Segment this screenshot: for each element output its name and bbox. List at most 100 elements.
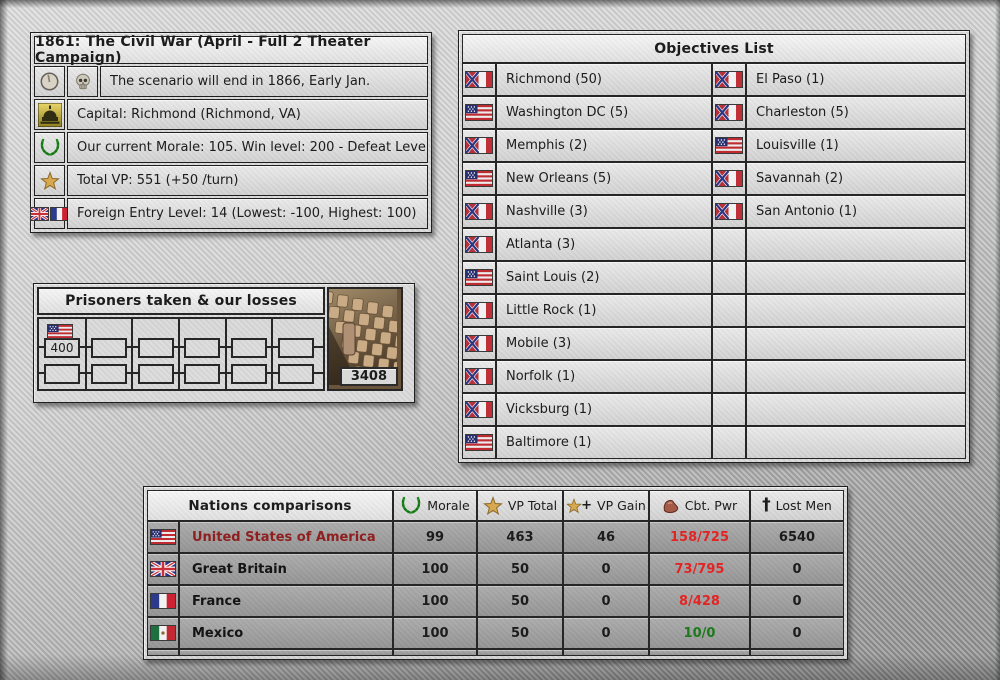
objective-label: Mobile (3)	[506, 336, 572, 351]
table-filler	[148, 650, 178, 655]
nation-vp-total-value: 50	[478, 586, 562, 616]
scenario-rows: The scenario will end in 1866, Early Jan…	[30, 66, 428, 229]
scenario-icon-cell	[34, 165, 65, 196]
table-filler	[751, 650, 843, 655]
objective-item[interactable]: Atlanta (3)	[497, 229, 711, 260]
scenario-row: Foreign Entry Level: 14 (Lowest: -100, H…	[30, 198, 428, 229]
empty-slot-box	[138, 338, 174, 358]
usa-flag-icon	[465, 269, 493, 286]
france-flag-icon	[150, 593, 176, 609]
objective-label: Louisville (1)	[756, 138, 839, 153]
nation-combat-power-value: 73/795	[650, 554, 749, 584]
objective-flag-cell	[713, 229, 745, 260]
nation-lost-men-value: 0	[751, 586, 843, 616]
table-filler	[478, 650, 562, 655]
objective-flag-cell	[463, 163, 495, 194]
star-icon	[482, 495, 503, 516]
objective-item[interactable]: Nashville (3)	[497, 196, 711, 227]
objective-flag-cell	[463, 130, 495, 161]
objective-item	[747, 394, 965, 425]
star-plus-icon: +	[566, 497, 592, 514]
objective-item[interactable]: Savannah (2)	[747, 163, 965, 194]
objective-item[interactable]: Saint Louis (2)	[497, 262, 711, 293]
nations-title: Nations comparisons	[148, 491, 392, 520]
objective-flag-cell	[713, 361, 745, 392]
nation-vp-gain-value: 0	[564, 618, 648, 648]
uk-flag-icon	[30, 206, 49, 221]
objective-item[interactable]: Little Rock (1)	[497, 295, 711, 326]
csa-flag-icon	[465, 302, 493, 319]
nation-name: France	[180, 586, 392, 616]
objective-label: Norfolk (1)	[506, 369, 576, 384]
scenario-panel: 1861: The Civil War (April - Full 2 Thea…	[30, 32, 432, 233]
skull-icon	[73, 72, 93, 92]
column-divider	[178, 319, 180, 389]
objective-flag-cell	[463, 394, 495, 425]
scenario-title: 1861: The Civil War (April - Full 2 Thea…	[34, 34, 428, 66]
objective-label: Baltimore (1)	[506, 435, 592, 450]
objective-label: Nashville (3)	[506, 204, 588, 219]
empty-slot-box	[91, 364, 127, 384]
prisoners-nation-flag	[47, 323, 73, 342]
objective-item[interactable]: San Antonio (1)	[747, 196, 965, 227]
prisoners-losses-grid: 400	[37, 317, 325, 391]
objective-item[interactable]: Norfolk (1)	[497, 361, 711, 392]
objective-item[interactable]: New Orleans (5)	[497, 163, 711, 194]
empty-slot-box	[184, 338, 220, 358]
clock-icon	[39, 71, 60, 92]
objective-label: San Antonio (1)	[756, 204, 858, 219]
nation-name-label: Mexico	[192, 625, 244, 641]
usa-flag-icon	[465, 104, 493, 121]
nation-flag-cell	[148, 522, 178, 552]
csa-flag-icon	[465, 71, 493, 88]
objectives-panel: Objectives List Richmond (50) El Paso (1…	[458, 30, 970, 463]
scenario-row-text: Capital: Richmond (Richmond, VA)	[67, 99, 428, 130]
objective-flag-cell	[713, 97, 745, 128]
csa-flag-icon	[465, 401, 493, 418]
empty-slot-box	[138, 364, 174, 384]
objective-item	[747, 229, 965, 260]
objective-item[interactable]: Richmond (50)	[497, 64, 711, 95]
nation-vp-total-value: 50	[478, 618, 562, 648]
csa-flag-icon	[465, 368, 493, 385]
nation-combat-power-value: 8/428	[650, 586, 749, 616]
capitol-icon	[37, 102, 62, 127]
usa-flag-icon	[150, 529, 176, 545]
objective-label: Saint Louis (2)	[506, 270, 600, 285]
csa-flag-icon	[715, 203, 743, 220]
objective-flag-cell	[713, 163, 745, 194]
objective-item[interactable]: Baltimore (1)	[497, 427, 711, 458]
objective-item[interactable]: Louisville (1)	[747, 130, 965, 161]
nation-combat-power-value: 10/0	[650, 618, 749, 648]
objective-item[interactable]: Charleston (5)	[747, 97, 965, 128]
objective-item[interactable]: Memphis (2)	[497, 130, 711, 161]
column-header-lost-men: † Lost Men	[751, 491, 843, 520]
objective-flag-cell	[463, 262, 495, 293]
nation-flag-cell	[148, 586, 178, 616]
column-header-label: Lost Men	[775, 498, 832, 513]
objective-item[interactable]: Washington DC (5)	[497, 97, 711, 128]
nation-name-label: Great Britain	[192, 561, 287, 577]
objective-flag-cell	[463, 427, 495, 458]
empty-slot-box	[91, 338, 127, 358]
scenario-row-label: The scenario will end in 1866, Early Jan…	[110, 74, 371, 89]
objective-item[interactable]: Mobile (3)	[497, 328, 711, 359]
losses-value: 3408	[339, 367, 398, 386]
objective-flag-cell	[713, 328, 745, 359]
objective-flag-cell	[463, 64, 495, 95]
wreath-icon	[400, 496, 422, 516]
nation-name-label: France	[192, 593, 242, 609]
objective-item	[747, 262, 965, 293]
objective-item[interactable]: Vicksburg (1)	[497, 394, 711, 425]
scenario-row: Our current Morale: 105. Win level: 200 …	[34, 132, 428, 163]
scenario-row-text: Total VP: 551 (+50 /turn)	[67, 165, 428, 196]
objective-item[interactable]: El Paso (1)	[747, 64, 965, 95]
objective-item	[747, 295, 965, 326]
scenario-row-label: Foreign Entry Level: 14 (Lowest: -100, H…	[77, 206, 417, 221]
objective-flag-cell	[713, 394, 745, 425]
csa-flag-icon	[715, 71, 743, 88]
scenario-icon-cell	[67, 66, 98, 97]
objective-flag-cell	[713, 262, 745, 293]
objective-flag-cell	[463, 229, 495, 260]
